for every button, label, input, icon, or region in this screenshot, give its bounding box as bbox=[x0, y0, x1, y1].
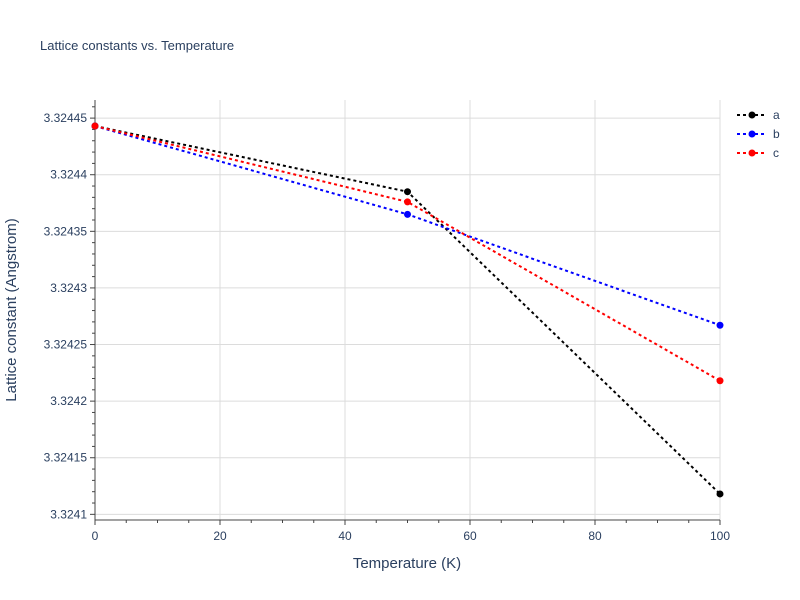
series-a-line bbox=[94, 125, 721, 495]
legend-label: b bbox=[773, 127, 780, 141]
y-tick-label: 3.3243 bbox=[50, 281, 87, 295]
series-c-line bbox=[94, 125, 721, 382]
legend: abc bbox=[737, 108, 780, 160]
series-c-point[interactable] bbox=[716, 377, 724, 385]
x-tick-label: 0 bbox=[92, 529, 99, 543]
y-tick-label: 3.32415 bbox=[44, 451, 88, 465]
chart-title: Lattice constants vs. Temperature bbox=[40, 38, 234, 53]
x-tick-label: 80 bbox=[588, 529, 602, 543]
x-axis-title: Temperature (K) bbox=[353, 555, 461, 572]
y-tick-label: 3.3244 bbox=[50, 168, 87, 182]
series-b-point[interactable] bbox=[404, 210, 411, 218]
x-tick-label: 100 bbox=[710, 529, 730, 543]
legend-marker bbox=[748, 111, 756, 119]
y-tick-label: 3.32425 bbox=[44, 338, 88, 352]
legend-item-b[interactable]: b bbox=[737, 127, 780, 141]
axes: 0 20 40 60 80 100 3.3241 3.32415 3.3242 3.32425 3.… bbox=[44, 100, 730, 543]
y-tick-label: 3.32435 bbox=[44, 224, 88, 238]
series-b-line bbox=[94, 125, 721, 327]
series-a-point[interactable] bbox=[716, 490, 724, 498]
legend-label: a bbox=[773, 108, 780, 122]
legend-item-a[interactable]: a bbox=[737, 108, 780, 122]
x-tick-label: 60 bbox=[463, 529, 477, 543]
y-tick-label: 3.3242 bbox=[50, 394, 87, 408]
y-axis-title: Lattice constant (Angstrom) bbox=[3, 218, 20, 401]
x-tick-label: 20 bbox=[213, 529, 227, 543]
series-c-point[interactable] bbox=[91, 122, 99, 130]
plot-area bbox=[91, 122, 724, 498]
series-b-point[interactable] bbox=[716, 321, 724, 329]
x-tick-label: 40 bbox=[338, 529, 352, 543]
y-tick-label: 3.3241 bbox=[50, 507, 87, 521]
grid bbox=[95, 100, 721, 520]
y-tick-label: 3.32445 bbox=[44, 111, 88, 125]
legend-marker bbox=[748, 149, 756, 157]
legend-marker bbox=[748, 130, 756, 138]
series-c-point[interactable] bbox=[404, 198, 411, 206]
legend-label: c bbox=[773, 146, 779, 160]
legend-item-c[interactable]: c bbox=[737, 146, 779, 160]
series-a-point[interactable] bbox=[404, 188, 411, 196]
